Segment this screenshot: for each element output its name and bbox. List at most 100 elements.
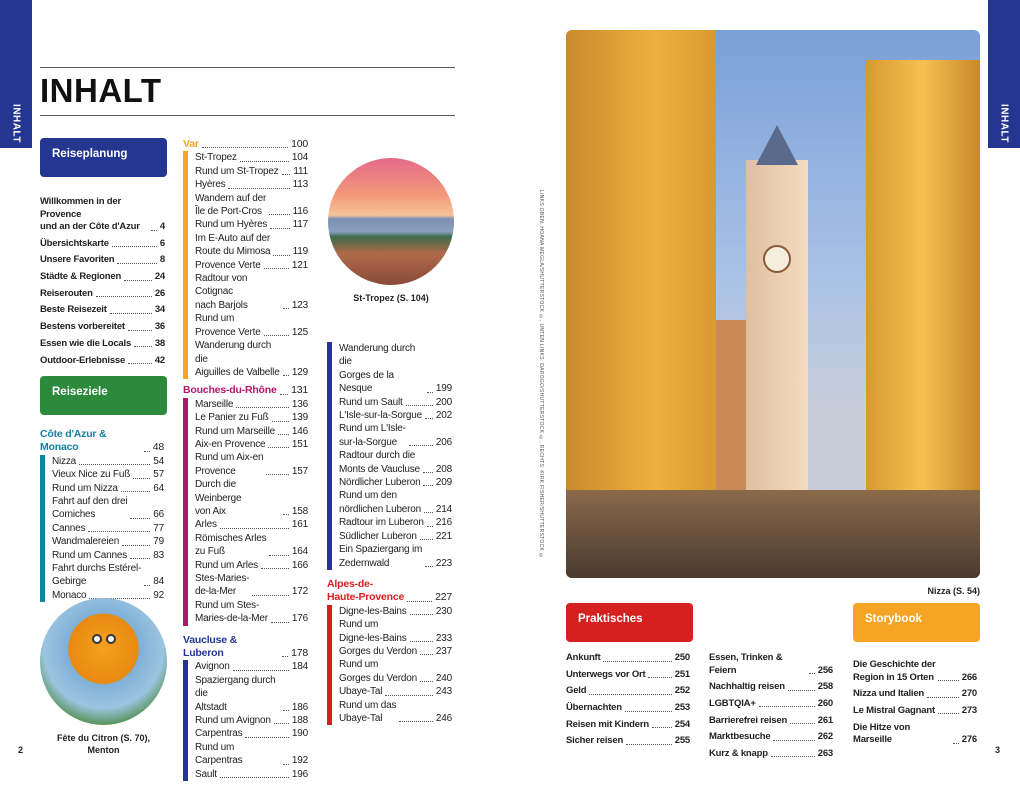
entry-title: Essen wie die Locals (40, 337, 132, 349)
toc-entry[interactable]: Übersichtskarte 6 (40, 238, 165, 251)
toc-entry[interactable]: Wandmalereien 79 (52, 535, 164, 548)
toc-entry[interactable]: Rund um Hyères 117 (195, 218, 308, 231)
toc-entry[interactable]: Radtour von Cotignac nach Barjols 123 (195, 272, 308, 312)
toc-entry[interactable]: Im E-Auto auf der Route du Mimosa 119 (195, 232, 308, 259)
toc-entry[interactable]: Unsere Favoriten 8 (40, 254, 165, 267)
toc-entry[interactable]: Ubaye-Tal 243 (339, 685, 452, 698)
leader-dots (282, 763, 289, 765)
toc-entry[interactable]: Cannes 77 (52, 522, 164, 535)
section-heading[interactable]: Var 100 (183, 138, 308, 151)
toc-entry[interactable]: Le Mistral Gagnant 273 (853, 705, 977, 718)
toc-entry[interactable]: Rund um Arles 166 (195, 559, 308, 572)
toc-entry[interactable]: Rund um Nizza 64 (52, 482, 164, 495)
toc-entry[interactable]: Reisen mit Kindern 254 (566, 719, 690, 732)
toc-entry[interactable]: Hyères 113 (195, 178, 308, 191)
toc-entry[interactable]: Wanderung durch die Gorges de la Nesque 1… (339, 342, 452, 396)
toc-entry[interactable]: Essen, Trinken & Feiern 256 (709, 652, 833, 677)
toc-entry[interactable]: St-Tropez 104 (195, 151, 308, 164)
toc-entry[interactable]: Gorges du Verdon 237 (339, 645, 452, 658)
toc-entry[interactable]: Carpentras 190 (195, 727, 308, 740)
toc-entry[interactable]: Städte & Regionen 24 (40, 271, 165, 284)
toc-entry[interactable]: Rund um Carpentras 192 (195, 741, 308, 768)
toc-entry[interactable]: Rund um St-Tropez 111 (195, 165, 308, 178)
toc-entry[interactable]: Die Hitze von Marseille 276 (853, 722, 977, 747)
toc-entry[interactable]: Nizza und Italien 270 (853, 688, 977, 701)
entry-page: 139 (291, 412, 308, 424)
toc-entry[interactable]: Rund um Provence Verte 125 (195, 312, 308, 339)
toc-entry[interactable]: Fahrt durchs Estérel- Gebirge 84 (52, 562, 164, 589)
section-heading[interactable]: Alpes-de- Haute-Provence 227 (327, 578, 452, 605)
reiseziele-button[interactable]: Reiseziele (40, 376, 167, 415)
toc-entry[interactable]: Übernachten 253 (566, 702, 690, 715)
storybook-button[interactable]: Storybook (853, 603, 980, 642)
entry-page: 261 (817, 714, 833, 726)
toc-entry[interactable]: Die Geschichte der Region in 15 Orten 266 (853, 659, 977, 684)
toc-entry[interactable]: Ein Spaziergang im Zedernwald 223 (339, 543, 452, 570)
toc-entry[interactable]: Rund um Aix-en Provence 157 (195, 451, 308, 478)
reiseplanung-button[interactable]: Reiseplanung (40, 138, 167, 177)
entry-title: Radtour im Luberon (339, 517, 424, 529)
toc-entry[interactable]: Römisches Arles zu Fuß 164 (195, 532, 308, 559)
toc-entry[interactable]: Radtour durch die Monts de Vaucluse 208 (339, 449, 452, 476)
toc-entry[interactable]: Barrierefrei reisen 261 (709, 715, 833, 728)
toc-entry[interactable]: Rund um L'Isle- sur-la-Sorgue 206 (339, 422, 452, 449)
section-heading[interactable]: Bouches-du-Rhône 131 (183, 384, 308, 397)
toc-entry[interactable]: Radtour im Luberon 216 (339, 516, 452, 529)
toc-entry[interactable]: Stes-Maries- de-la-Mer 172 (195, 572, 308, 599)
toc-entry[interactable]: Geld 252 (566, 685, 690, 698)
toc-entry[interactable]: Le Panier zu Fuß 139 (195, 411, 308, 424)
leader-dots (150, 229, 157, 231)
toc-entry[interactable]: Nördlicher Luberon 209 (339, 476, 452, 489)
toc-entry[interactable]: Avignon 184 (195, 660, 308, 673)
toc-entry[interactable]: Wandern auf der Île de Port-Cros 116 (195, 192, 308, 219)
toc-entry[interactable]: Outdoor-Erlebnisse 42 (40, 355, 165, 368)
toc-entry[interactable]: Kurz & knapp 263 (709, 748, 833, 761)
toc-entry[interactable]: Unterwegs vor Ort 251 (566, 669, 690, 682)
toc-entry[interactable]: Ankunft 250 (566, 652, 690, 665)
st-tropez-caption: St-Tropez (S. 104) (353, 293, 429, 303)
toc-entry[interactable]: Rund um den nördlichen Luberon 214 (339, 489, 452, 516)
toc-entry[interactable]: Arles 161 (195, 518, 308, 531)
toc-entry[interactable]: Aix-en Provence 151 (195, 438, 308, 451)
toc-entry[interactable]: Rund um Stes- Maries-de-la-Mer 176 (195, 599, 308, 626)
section-heading[interactable]: Côte d'Azur & Monaco 48 (40, 428, 164, 455)
leader-dots (399, 721, 433, 723)
toc-entry[interactable]: Vieux Nice zu Fuß 57 (52, 468, 164, 481)
toc-entry[interactable]: Wanderung durch die Aiguilles de Valbell… (195, 339, 308, 379)
toc-entry[interactable]: Bestens vorbereitet 36 (40, 321, 165, 334)
toc-entry[interactable]: Spaziergang durch die Altstadt 186 (195, 674, 308, 714)
entry-title: Outdoor-Erlebnisse (40, 354, 126, 366)
toc-entry[interactable]: Marseille 136 (195, 398, 308, 411)
toc-entry[interactable]: Provence Verte 121 (195, 259, 308, 272)
toc-entry[interactable]: L'Isle-sur-la-Sorgue 202 (339, 409, 452, 422)
toc-entry[interactable]: Digne-les-Bains 230 (339, 605, 452, 618)
toc-entry[interactable]: LGBTQIA+ 260 (709, 698, 833, 711)
entry-page: 36 (154, 321, 165, 333)
entry-title: Rund um das Ubaye-Tal (339, 699, 397, 724)
toc-entry[interactable]: Beste Reisezeit 34 (40, 304, 165, 317)
toc-entry[interactable]: Rund um Cannes 83 (52, 549, 164, 562)
toc-entry[interactable]: Rund um Digne-les-Bains 233 (339, 618, 452, 645)
entry-title: Nachhaltig reisen (709, 681, 785, 693)
toc-entry[interactable]: Willkommen in der Provence und an der Cô… (40, 196, 165, 234)
leader-dots (279, 393, 289, 395)
toc-entry[interactable]: Sicher reisen 255 (566, 735, 690, 748)
toc-entry[interactable]: Rund um Avignon 188 (195, 714, 308, 727)
toc-entry[interactable]: Südlicher Luberon 221 (339, 530, 452, 543)
toc-entry[interactable]: Marktbesuche 262 (709, 731, 833, 744)
praktisches-button[interactable]: Praktisches (566, 603, 693, 642)
toc-entry[interactable]: Nachhaltig reisen 258 (709, 681, 833, 694)
toc-entry[interactable]: Rund um Gorges du Verdon 240 (339, 658, 452, 685)
toc-entry[interactable]: Durch die Weinberge von Aix 158 (195, 478, 308, 518)
toc-entry[interactable]: Rund um das Ubaye-Tal 246 (339, 699, 452, 726)
toc-entry[interactable]: Rund um Sault 200 (339, 396, 452, 409)
section-heading[interactable]: Vaucluse & Luberon 178 (183, 634, 308, 661)
toc-entry[interactable]: Monaco 92 (52, 589, 164, 602)
toc-entry[interactable]: Fahrt auf den drei Corniches 66 (52, 495, 164, 522)
toc-entry[interactable]: Rund um Marseille 146 (195, 425, 308, 438)
toc-entry[interactable]: Sault 196 (195, 768, 308, 781)
page-title: INHALT (40, 72, 162, 109)
toc-entry[interactable]: Essen wie die Locals 38 (40, 338, 165, 351)
toc-entry[interactable]: Reiserouten 26 (40, 288, 165, 301)
toc-entry[interactable]: Nizza 54 (52, 455, 164, 468)
